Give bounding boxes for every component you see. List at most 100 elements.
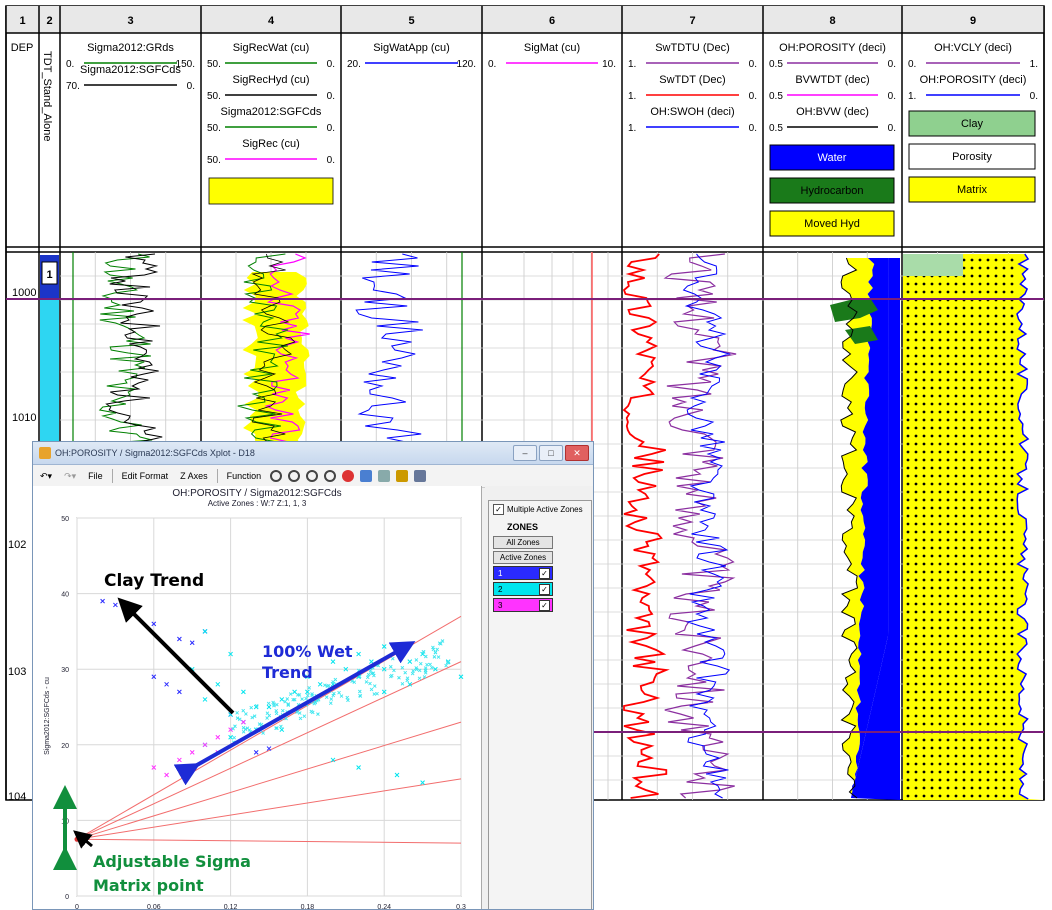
- matrix-dot: [922, 370, 926, 374]
- matrix-dot: [978, 722, 982, 726]
- function-menu[interactable]: Function: [226, 471, 262, 481]
- zone-row-3[interactable]: 3 ✓: [493, 598, 553, 612]
- matrix-dot: [930, 586, 934, 590]
- matrix-dot: [954, 354, 958, 358]
- matrix-dot: [930, 690, 934, 694]
- matrix-dot: [1002, 658, 1006, 662]
- matrix-dot: [938, 658, 942, 662]
- matrix-dot: [946, 578, 950, 582]
- zoom-in-icon[interactable]: [270, 470, 283, 482]
- matrix-dot: [994, 642, 998, 646]
- track3-scale-left: 0.: [66, 59, 74, 70]
- matrix-dot: [978, 514, 982, 518]
- matrix-dot: [1010, 410, 1014, 414]
- matrix-dot: [978, 354, 982, 358]
- matrix-dot: [994, 482, 998, 486]
- undo-icon[interactable]: ↶▾: [40, 470, 53, 481]
- zoom-reset-icon[interactable]: [306, 470, 319, 482]
- track-number-8: 8: [829, 15, 835, 27]
- redo-icon[interactable]: ↷▾: [64, 470, 77, 481]
- matrix-dot: [970, 410, 974, 414]
- matrix-dot: [962, 618, 966, 622]
- matrix-dot: [954, 506, 958, 510]
- matrix-dot: [994, 714, 998, 718]
- zoom-out-icon[interactable]: [288, 470, 301, 482]
- stop-icon[interactable]: [342, 470, 355, 482]
- matrix-dot: [970, 626, 974, 630]
- track4-fill-swatch: [208, 177, 334, 205]
- crossplot-titlebar[interactable]: OH:POROSITY / Sigma2012:SGFCds Xplot - D…: [33, 442, 593, 465]
- matrix-dot: [938, 618, 942, 622]
- matrix-dot: [1010, 394, 1014, 398]
- z-axes-menu[interactable]: Z Axes: [180, 471, 208, 481]
- matrix-dot: [922, 410, 926, 414]
- zoom-fit-icon[interactable]: [324, 470, 337, 482]
- print-icon[interactable]: [414, 470, 427, 482]
- edit-format-menu[interactable]: Edit Format: [121, 471, 169, 481]
- matrix-dot: [954, 562, 958, 566]
- multiple-active-zones-checkbox[interactable]: ✓: [493, 504, 504, 515]
- depth-label: 1010: [12, 412, 36, 424]
- chart-icon[interactable]: [360, 470, 373, 482]
- matrix-dot: [938, 538, 942, 542]
- maximize-button[interactable]: □: [539, 445, 563, 461]
- matrix-dot: [954, 786, 958, 790]
- file-menu[interactable]: File: [88, 471, 103, 481]
- matrix-dot: [914, 666, 918, 670]
- legend-label: Water: [818, 152, 847, 164]
- matrix-dot: [914, 338, 918, 342]
- zone-row-1[interactable]: 1 ✓: [493, 566, 553, 580]
- track6-scale-left: 0.: [488, 59, 496, 70]
- all-zones-button[interactable]: All Zones: [493, 536, 553, 549]
- matrix-dot: [994, 618, 998, 622]
- matrix-dot: [986, 266, 990, 270]
- matrix-dot: [922, 698, 926, 702]
- matrix-dot: [986, 642, 990, 646]
- matrix-dot: [930, 434, 934, 438]
- matrix-dot: [906, 562, 910, 566]
- zone-checkbox[interactable]: ✓: [539, 583, 550, 595]
- matrix-dot: [970, 546, 974, 550]
- matrix-dot: [930, 522, 934, 526]
- matrix-dot: [922, 786, 926, 790]
- active-zones-button[interactable]: Active Zones: [493, 551, 553, 564]
- matrix-dot: [1002, 442, 1006, 446]
- matrix-dot: [930, 282, 934, 286]
- crossplot-chart[interactable]: 0 0.06 0.12 0.18 0.24 0.3 0 10 20 30 40 50 Sigma2012…: [33, 486, 481, 910]
- zone-checkbox[interactable]: ✓: [539, 567, 550, 579]
- matrix-dot: [914, 434, 918, 438]
- matrix-dot: [1010, 498, 1014, 502]
- matrix-dot: [1002, 378, 1006, 382]
- matrix-dot: [1002, 354, 1006, 358]
- matrix-dot: [946, 778, 950, 782]
- matrix-dot: [938, 698, 942, 702]
- zone-checkbox[interactable]: ✓: [539, 599, 550, 611]
- matrix-dot: [978, 602, 982, 606]
- matrix-dot: [986, 258, 990, 262]
- matrix-dot: [914, 378, 918, 382]
- matrix-dot: [970, 690, 974, 694]
- matrix-dot: [994, 274, 998, 278]
- scatter-point-zone-3: [151, 765, 157, 770]
- minimize-button[interactable]: –: [513, 445, 537, 461]
- export-icon[interactable]: [396, 470, 409, 482]
- matrix-dot: [962, 738, 966, 742]
- matrix-dot: [938, 770, 942, 774]
- matrix-dot: [914, 362, 918, 366]
- crossplot-plot-area[interactable]: OH:POROSITY / Sigma2012:SGFCds Active Zo…: [33, 486, 482, 910]
- scatter-point-zone-2: [440, 639, 445, 643]
- matrix-dot: [954, 466, 958, 470]
- matrix-dot: [914, 522, 918, 526]
- matrix-dot: [978, 762, 982, 766]
- matrix-dot: [954, 602, 958, 606]
- matrix-dot: [986, 738, 990, 742]
- matrix-dot: [1010, 522, 1014, 526]
- matrix-dot: [994, 442, 998, 446]
- matrix-dot: [970, 786, 974, 790]
- zone-row-2[interactable]: 2 ✓: [493, 582, 553, 596]
- track4-scale-left: 50.: [207, 91, 221, 102]
- settings-icon[interactable]: [378, 470, 391, 482]
- legend-swatch-porosity: [908, 143, 1036, 170]
- close-button[interactable]: ✕: [565, 445, 589, 461]
- matrix-dot: [938, 314, 942, 318]
